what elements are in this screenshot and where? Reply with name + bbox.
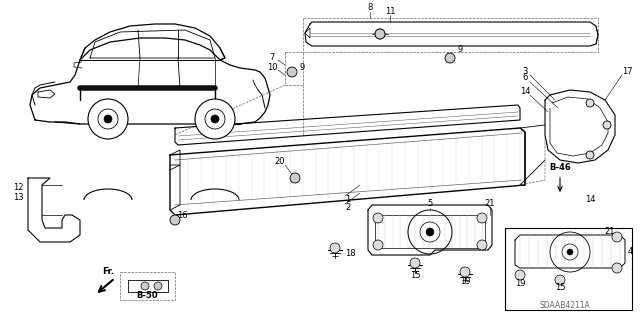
- Text: 15: 15: [410, 271, 420, 280]
- Text: 4: 4: [627, 248, 632, 256]
- Text: 6: 6: [522, 73, 528, 83]
- Text: 9: 9: [300, 63, 305, 72]
- Circle shape: [287, 67, 297, 77]
- Circle shape: [211, 115, 219, 123]
- Text: 16: 16: [177, 211, 188, 219]
- Text: 14: 14: [585, 196, 595, 204]
- Circle shape: [612, 263, 622, 273]
- Circle shape: [515, 270, 525, 280]
- Circle shape: [460, 267, 470, 277]
- Text: 1: 1: [346, 196, 351, 204]
- Text: SDAAB4211A: SDAAB4211A: [540, 300, 590, 309]
- Circle shape: [586, 99, 594, 107]
- Circle shape: [603, 121, 611, 129]
- Circle shape: [373, 240, 383, 250]
- Circle shape: [290, 173, 300, 183]
- Circle shape: [555, 275, 565, 285]
- Text: 13: 13: [13, 194, 23, 203]
- Text: 12: 12: [13, 183, 23, 192]
- Text: 3: 3: [522, 66, 528, 76]
- Text: 19: 19: [515, 278, 525, 287]
- Text: 21: 21: [605, 226, 615, 235]
- Circle shape: [586, 151, 594, 159]
- Text: Fr.: Fr.: [102, 268, 114, 277]
- Text: 10: 10: [267, 63, 277, 71]
- Text: 2: 2: [346, 204, 351, 212]
- Circle shape: [373, 213, 383, 223]
- Circle shape: [170, 215, 180, 225]
- Text: B-46: B-46: [549, 162, 571, 172]
- Circle shape: [612, 232, 622, 242]
- Circle shape: [445, 53, 455, 63]
- Text: 14: 14: [520, 86, 531, 95]
- Circle shape: [104, 115, 112, 123]
- Text: 9: 9: [458, 46, 463, 55]
- Text: 7: 7: [269, 53, 275, 62]
- Circle shape: [88, 99, 128, 139]
- Text: 15: 15: [555, 284, 565, 293]
- Circle shape: [410, 258, 420, 268]
- Text: 20: 20: [275, 157, 285, 166]
- Text: 21: 21: [484, 198, 495, 207]
- Text: 11: 11: [385, 6, 396, 16]
- Circle shape: [154, 282, 162, 290]
- Circle shape: [477, 240, 487, 250]
- Circle shape: [195, 99, 235, 139]
- Text: 8: 8: [367, 4, 372, 12]
- Circle shape: [426, 228, 434, 236]
- Circle shape: [141, 282, 149, 290]
- Circle shape: [567, 249, 573, 255]
- Circle shape: [375, 29, 385, 39]
- Text: 5: 5: [428, 199, 433, 209]
- Circle shape: [477, 213, 487, 223]
- Text: 17: 17: [621, 66, 632, 76]
- Text: 18: 18: [345, 249, 355, 257]
- Text: B-50: B-50: [136, 291, 158, 300]
- Text: 19: 19: [460, 278, 470, 286]
- Circle shape: [330, 243, 340, 253]
- Circle shape: [375, 29, 385, 39]
